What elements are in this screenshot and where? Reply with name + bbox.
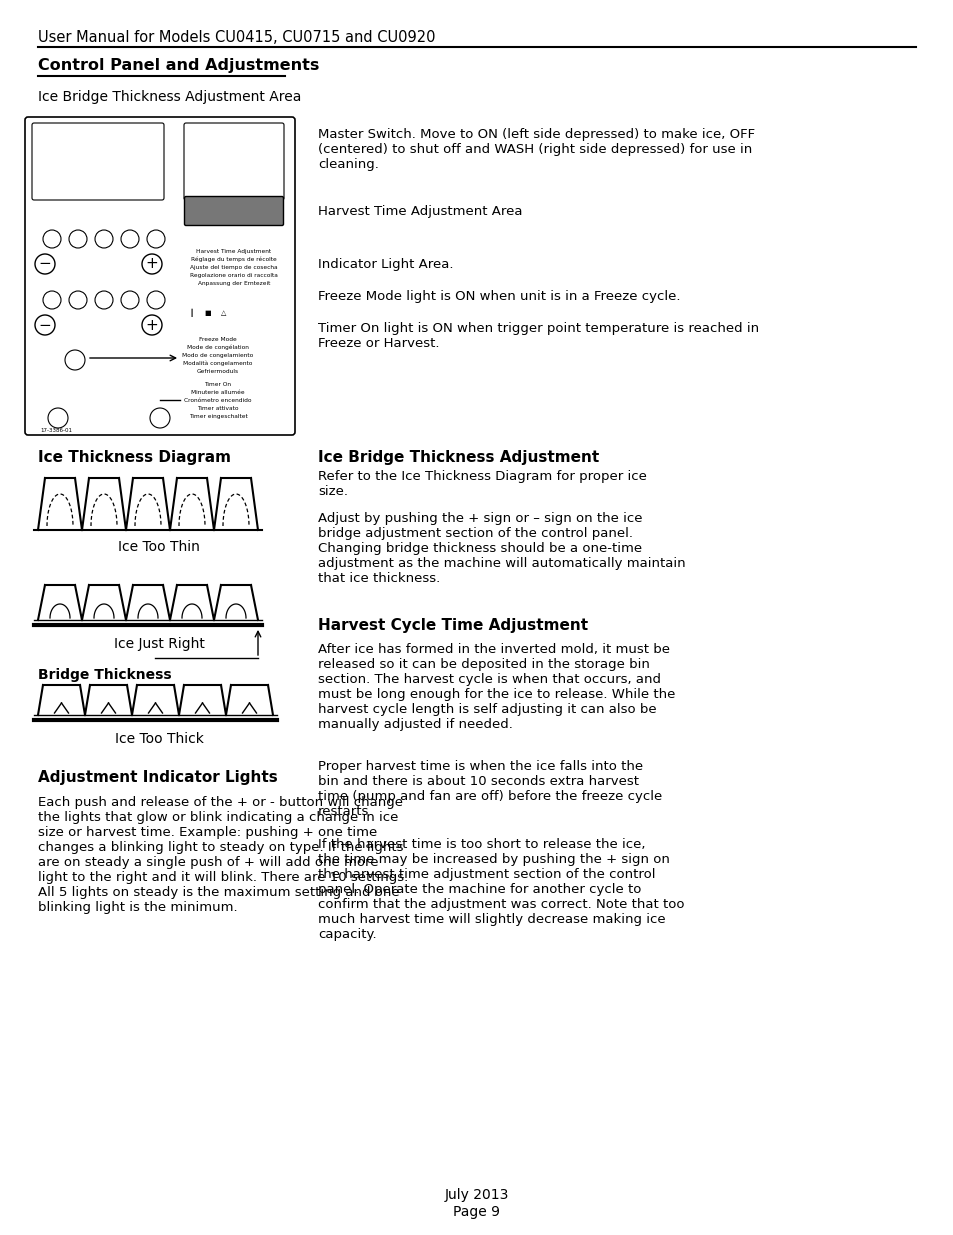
Circle shape — [43, 230, 61, 248]
Text: Harvest Time Adjustment: Harvest Time Adjustment — [196, 249, 272, 254]
FancyBboxPatch shape — [25, 117, 294, 435]
Circle shape — [121, 291, 139, 309]
Text: ON / OFF / LAVAGGIO: ON / OFF / LAVAGGIO — [203, 151, 265, 156]
Text: Ajuste del tiempo de cosecha: Ajuste del tiempo de cosecha — [190, 266, 277, 270]
Circle shape — [147, 291, 165, 309]
Circle shape — [35, 254, 55, 274]
Text: Anpassung der Erntezeit: Anpassung der Erntezeit — [197, 282, 270, 287]
Text: Gefriermoduls: Gefriermoduls — [196, 369, 239, 374]
Circle shape — [69, 230, 87, 248]
Text: Ice Thickness Diagram: Ice Thickness Diagram — [38, 450, 231, 466]
Text: Cronómetro encendido: Cronómetro encendido — [184, 398, 252, 403]
FancyBboxPatch shape — [32, 124, 164, 200]
Text: Timer On light is ON when trigger point temperature is reached in
Freeze or Harv: Timer On light is ON when trigger point … — [317, 322, 759, 350]
Circle shape — [95, 230, 112, 248]
Text: Control Panel and Adjustments: Control Panel and Adjustments — [38, 58, 319, 73]
Text: If the harvest time is too short to release the ice,
the time may be increased b: If the harvest time is too short to rele… — [317, 839, 684, 941]
Circle shape — [48, 408, 68, 429]
Text: Harvest Time Adjustment Area: Harvest Time Adjustment Area — [317, 205, 522, 219]
Text: Timer On: Timer On — [204, 382, 232, 387]
Text: Each push and release of the + or - button will change
the lights that glow or b: Each push and release of the + or - butt… — [38, 797, 408, 914]
Text: Refer to the Ice Thickness Diagram for proper ice
size.: Refer to the Ice Thickness Diagram for p… — [317, 471, 646, 498]
Circle shape — [147, 230, 165, 248]
Text: Ice Just Right: Ice Just Right — [113, 637, 204, 651]
Text: Modalità congelamento: Modalità congelamento — [183, 361, 253, 367]
Text: After ice has formed in the inverted mold, it must be
released so it can be depo: After ice has formed in the inverted mol… — [317, 643, 675, 731]
Text: +: + — [146, 317, 158, 332]
Circle shape — [35, 315, 55, 335]
Text: Ice Bridge Thickness Adjustment Area: Ice Bridge Thickness Adjustment Area — [38, 90, 301, 104]
FancyBboxPatch shape — [184, 124, 284, 200]
Text: Adjust by pushing the + sign or – sign on the ice
bridge adjustment section of t: Adjust by pushing the + sign or – sign o… — [317, 513, 685, 585]
Text: +: + — [146, 257, 158, 272]
Circle shape — [69, 291, 87, 309]
Circle shape — [142, 315, 162, 335]
Text: Ice Bridge Thickness Adjustment: Ice Bridge Thickness Adjustment — [317, 450, 598, 466]
Circle shape — [65, 350, 85, 370]
Circle shape — [150, 408, 170, 429]
Text: Freeze Mode light is ON when unit is in a Freeze cycle.: Freeze Mode light is ON when unit is in … — [317, 290, 679, 303]
Text: −: − — [38, 257, 51, 272]
Circle shape — [43, 291, 61, 309]
Text: Ajuste del espesor del puente de hielo: Ajuste del espesor del puente de hielo — [40, 143, 153, 148]
Text: Indicator Light Area.: Indicator Light Area. — [317, 258, 453, 270]
Text: 17-3386-01: 17-3386-01 — [40, 429, 71, 433]
Text: Page 9: Page 9 — [453, 1205, 500, 1219]
Text: Timer eingeschaltet: Timer eingeschaltet — [189, 414, 247, 419]
Circle shape — [142, 254, 162, 274]
Text: Adjustment Indicator Lights: Adjustment Indicator Lights — [38, 769, 277, 785]
Text: Regolazione orario di raccolta: Regolazione orario di raccolta — [190, 273, 277, 278]
Text: User Manual for Models CU0415, CU0715 and CU0920: User Manual for Models CU0415, CU0715 an… — [38, 30, 435, 44]
Text: Proper harvest time is when the ice falls into the
bin and there is about 10 sec: Proper harvest time is when the ice fall… — [317, 760, 661, 818]
Text: ON  /  OFF  /  WASH: ON / OFF / WASH — [205, 127, 262, 132]
Text: MARCHE / ARRÊT / LAVAGE: MARCHE / ARRÊT / LAVAGE — [194, 135, 274, 141]
Text: Freeze Mode: Freeze Mode — [199, 337, 236, 342]
Text: Ice Bridge Thickness Adjustment: Ice Bridge Thickness Adjustment — [49, 127, 145, 132]
Text: Modo de congelamiento: Modo de congelamiento — [182, 353, 253, 358]
FancyBboxPatch shape — [184, 196, 283, 226]
Text: Harvest Cycle Time Adjustment: Harvest Cycle Time Adjustment — [317, 618, 587, 634]
Text: Bridge Thickness: Bridge Thickness — [38, 668, 172, 682]
Text: EIN / AUS / WASCHEN: EIN / AUS / WASCHEN — [202, 159, 266, 164]
Circle shape — [121, 230, 139, 248]
Text: ┃: ┃ — [190, 309, 193, 317]
Text: △: △ — [221, 310, 227, 316]
Text: −: − — [38, 317, 51, 332]
Text: Mode de congélation: Mode de congélation — [187, 345, 249, 351]
Text: Ice Too Thin: Ice Too Thin — [118, 540, 200, 555]
Text: Ice Too Thick: Ice Too Thick — [114, 732, 203, 746]
Text: Minuterie allumée: Minuterie allumée — [191, 390, 245, 395]
Text: Anpassung der Eisbrückendicke: Anpassung der Eisbrückendicke — [51, 159, 144, 164]
Text: Réglage du temps de récolte: Réglage du temps de récolte — [191, 257, 276, 263]
Text: ■: ■ — [205, 310, 212, 316]
Circle shape — [95, 291, 112, 309]
Text: July 2013: July 2013 — [444, 1188, 509, 1202]
Text: Regolazione spessore ponte di ghiaccio: Regolazione spessore ponte di ghiaccio — [38, 151, 155, 156]
Text: Master Switch. Move to ON (left side depressed) to make ice, OFF
(centered) to s: Master Switch. Move to ON (left side dep… — [317, 128, 755, 170]
Text: ENCENDIDO / APAGADO / LAVADO: ENCENDIDO / APAGADO / LAVADO — [184, 143, 284, 148]
Text: Réglage de l'épaisseur du pont de glace: Réglage de l'épaisseur du pont de glace — [37, 135, 156, 141]
Text: Timer attivato: Timer attivato — [197, 406, 238, 411]
